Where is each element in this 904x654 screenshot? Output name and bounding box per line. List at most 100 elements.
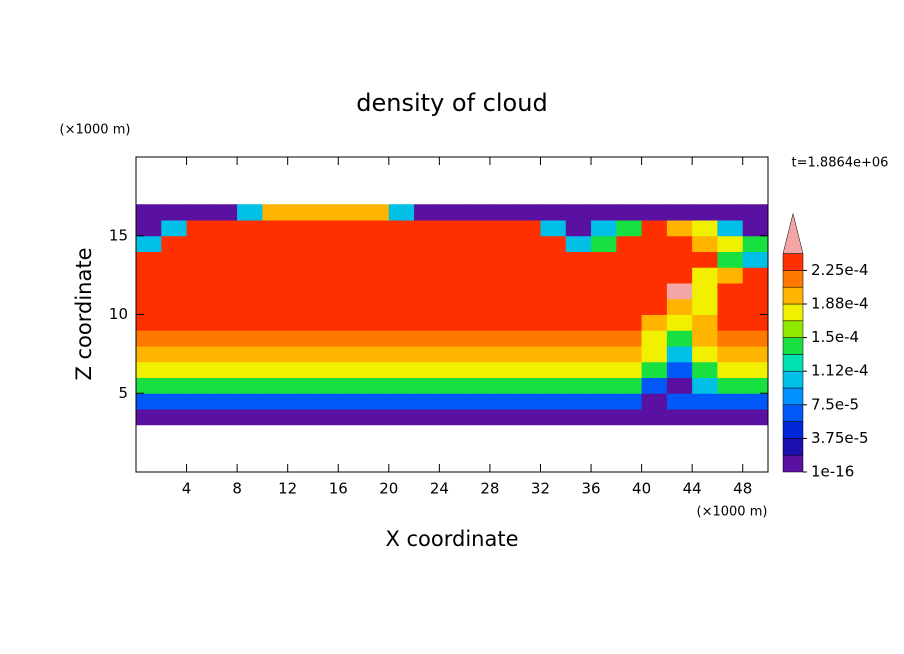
contour-cell — [136, 251, 162, 268]
contour-cell — [161, 330, 188, 347]
contour-cell — [616, 235, 643, 252]
contour-cell — [591, 235, 617, 252]
contour-cell — [186, 377, 213, 394]
contour-cell — [692, 251, 718, 268]
contour-cell — [565, 235, 592, 252]
contour-cell — [515, 251, 541, 268]
contour-cell — [692, 314, 718, 331]
contour-cell — [237, 298, 263, 315]
contour-cell — [515, 409, 541, 426]
contour-cell — [287, 377, 314, 394]
contour-cell — [237, 283, 263, 300]
contour-cell — [211, 409, 238, 426]
contour-cell — [717, 314, 744, 331]
contour-cell — [515, 235, 541, 252]
contour-cell — [363, 220, 390, 237]
chart-title: density of cloud — [356, 89, 547, 117]
contour-cell — [388, 251, 415, 268]
colorbar-extension — [782, 213, 804, 254]
contour-cell — [439, 330, 466, 347]
contour-cell — [287, 235, 314, 252]
x-tick-label: 20 — [379, 480, 398, 498]
colorbar-tick-label: 1.88e-4 — [811, 295, 869, 313]
contour-cell — [186, 251, 213, 268]
contour-cell — [312, 220, 339, 237]
contour-cell — [439, 393, 466, 410]
contour-cell — [414, 298, 440, 315]
y-tick-label: 15 — [109, 226, 128, 244]
contour-cell — [186, 283, 213, 300]
contour-cell — [515, 361, 541, 378]
contour-cell — [616, 361, 643, 378]
contour-cell — [312, 298, 339, 315]
contour-cell — [414, 314, 440, 331]
contour-cell — [616, 409, 643, 426]
contour-cell — [262, 283, 289, 300]
contour-cell — [540, 220, 567, 237]
contour-cell — [666, 393, 693, 410]
contour-cell — [186, 409, 213, 426]
colorbar-box — [782, 253, 804, 271]
contour-cell — [388, 346, 415, 363]
contour-cell — [616, 314, 643, 331]
contour-cell — [363, 330, 390, 347]
contour-cell — [692, 409, 718, 426]
contour-cell — [414, 267, 440, 284]
contour-cell — [540, 377, 567, 394]
contour-cell — [287, 298, 314, 315]
contour-cell — [489, 298, 516, 315]
contour-cell — [692, 330, 718, 347]
contour-cell — [666, 314, 693, 331]
contour-cell — [666, 298, 693, 315]
contour-cell — [312, 283, 339, 300]
contour-cell — [489, 204, 516, 221]
contour-cell — [338, 346, 365, 363]
contour-cell — [464, 393, 491, 410]
contour-cell — [616, 393, 643, 410]
contour-cell — [363, 251, 390, 268]
contour-cell — [439, 267, 466, 284]
x-tick-label: 28 — [480, 480, 499, 498]
colorbar-box — [782, 320, 804, 338]
contour-cell — [186, 330, 213, 347]
contour-cell — [363, 314, 390, 331]
contour-cell — [237, 204, 263, 221]
contour-cell — [287, 314, 314, 331]
contour-cell — [161, 267, 188, 284]
contour-cell — [540, 409, 567, 426]
contour-cell — [540, 251, 567, 268]
contour-cell — [515, 330, 541, 347]
colorbar-box — [782, 270, 804, 288]
contour-cell — [363, 298, 390, 315]
contour-cell — [388, 377, 415, 394]
contour-cell — [717, 393, 744, 410]
contour-cell — [666, 346, 693, 363]
contour-cell — [237, 361, 263, 378]
contour-cell — [717, 298, 744, 315]
contour-cell — [692, 346, 718, 363]
contour-cell — [161, 220, 188, 237]
contour-cell — [666, 204, 693, 221]
contour-cell — [464, 283, 491, 300]
contour-cell — [262, 346, 289, 363]
contour-cell — [211, 346, 238, 363]
x-tick-label: 12 — [278, 480, 297, 498]
contour-cell — [211, 314, 238, 331]
x-tick-label: 40 — [632, 480, 651, 498]
contour-cell — [237, 220, 263, 237]
contour-cell — [591, 283, 617, 300]
contour-cell — [742, 220, 769, 237]
contour-cell — [211, 377, 238, 394]
contour-cell — [287, 204, 314, 221]
contour-cell — [616, 298, 643, 315]
contour-cell — [616, 220, 643, 237]
contour-cell — [338, 298, 365, 315]
contour-cell — [464, 267, 491, 284]
contour-cell — [211, 330, 238, 347]
contour-cell — [565, 377, 592, 394]
contour-cell — [287, 330, 314, 347]
contour-cell — [262, 361, 289, 378]
contour-cell — [312, 267, 339, 284]
contour-cell — [464, 204, 491, 221]
